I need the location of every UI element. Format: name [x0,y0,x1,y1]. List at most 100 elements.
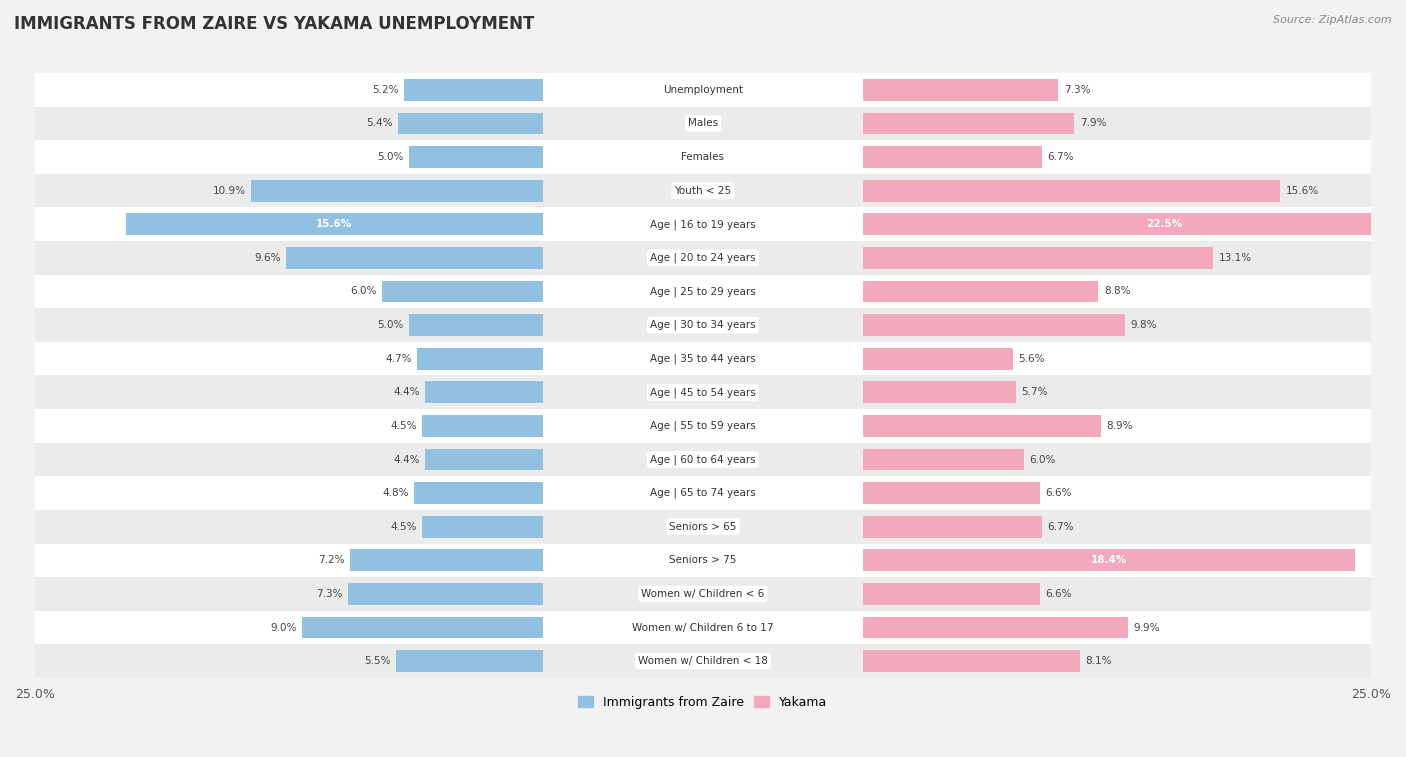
Bar [425,382,543,403]
Text: 9.0%: 9.0% [270,622,297,633]
Text: 22.5%: 22.5% [1146,220,1182,229]
Text: Age | 25 to 29 years: Age | 25 to 29 years [650,286,756,297]
Bar [35,342,1371,375]
Bar [35,308,1371,342]
Text: Source: ZipAtlas.com: Source: ZipAtlas.com [1274,15,1392,25]
Text: Age | 35 to 44 years: Age | 35 to 44 years [650,354,756,364]
Text: 6.7%: 6.7% [1047,152,1074,162]
Text: 4.8%: 4.8% [382,488,409,498]
Bar [863,79,1059,101]
Text: Females: Females [682,152,724,162]
Text: IMMIGRANTS FROM ZAIRE VS YAKAMA UNEMPLOYMENT: IMMIGRANTS FROM ZAIRE VS YAKAMA UNEMPLOY… [14,15,534,33]
Text: 15.6%: 15.6% [316,220,353,229]
Bar [302,617,543,638]
Bar [409,146,543,168]
Bar [863,583,1039,605]
Bar [863,516,1042,537]
Bar [125,213,543,235]
Text: 6.6%: 6.6% [1045,488,1071,498]
Bar [35,241,1371,275]
Bar [35,476,1371,510]
Text: 8.8%: 8.8% [1104,286,1130,297]
Text: Women w/ Children < 18: Women w/ Children < 18 [638,656,768,666]
Text: Seniors > 75: Seniors > 75 [669,556,737,565]
Bar [35,174,1371,207]
Text: 6.0%: 6.0% [1029,454,1056,465]
Bar [395,650,543,672]
Text: 6.0%: 6.0% [350,286,377,297]
Text: 4.4%: 4.4% [394,388,420,397]
Bar [863,550,1355,572]
Bar [863,113,1074,134]
Text: 13.1%: 13.1% [1219,253,1251,263]
Bar [863,179,1281,201]
Bar [863,482,1039,504]
Bar [422,516,543,537]
Bar [350,550,543,572]
Bar [35,107,1371,140]
Text: 9.6%: 9.6% [254,253,281,263]
Bar [863,382,1015,403]
Text: 4.5%: 4.5% [391,421,418,431]
Bar [35,644,1371,678]
Text: Males: Males [688,118,718,129]
Text: Women w/ Children < 6: Women w/ Children < 6 [641,589,765,599]
Bar [35,544,1371,577]
Bar [35,409,1371,443]
Bar [35,611,1371,644]
Bar [863,146,1042,168]
Text: 4.5%: 4.5% [391,522,418,531]
Bar [863,347,1012,369]
Text: Age | 55 to 59 years: Age | 55 to 59 years [650,421,756,431]
Text: 7.2%: 7.2% [318,556,344,565]
Bar [382,281,543,302]
Bar [863,281,1098,302]
Text: Seniors > 65: Seniors > 65 [669,522,737,531]
Text: 4.7%: 4.7% [385,354,412,363]
Text: 8.1%: 8.1% [1085,656,1112,666]
Bar [422,415,543,437]
Bar [35,275,1371,308]
Text: Age | 45 to 54 years: Age | 45 to 54 years [650,387,756,397]
Text: 10.9%: 10.9% [214,185,246,195]
Text: 8.9%: 8.9% [1107,421,1133,431]
Bar [404,79,543,101]
Bar [863,213,1406,235]
Text: Age | 30 to 34 years: Age | 30 to 34 years [650,320,756,330]
Bar [35,140,1371,174]
Text: Age | 20 to 24 years: Age | 20 to 24 years [650,253,756,263]
Text: 7.3%: 7.3% [1064,85,1090,95]
Text: 5.4%: 5.4% [367,118,394,129]
Text: 5.6%: 5.6% [1018,354,1045,363]
Text: 7.3%: 7.3% [316,589,342,599]
Bar [863,449,1024,470]
Bar [863,247,1213,269]
Bar [863,415,1101,437]
Bar [398,113,543,134]
Text: 5.5%: 5.5% [364,656,391,666]
Text: 9.8%: 9.8% [1130,320,1157,330]
Bar [425,449,543,470]
Text: 5.0%: 5.0% [377,152,404,162]
Bar [863,650,1080,672]
Text: Unemployment: Unemployment [664,85,742,95]
Text: 5.2%: 5.2% [371,85,398,95]
Text: Age | 16 to 19 years: Age | 16 to 19 years [650,219,756,229]
Bar [287,247,543,269]
Legend: Immigrants from Zaire, Yakama: Immigrants from Zaire, Yakama [574,690,832,714]
Bar [863,314,1125,336]
Bar [252,179,543,201]
Bar [35,577,1371,611]
Text: 4.4%: 4.4% [394,454,420,465]
Text: Age | 60 to 64 years: Age | 60 to 64 years [650,454,756,465]
Bar [863,617,1128,638]
Bar [409,314,543,336]
Bar [35,375,1371,409]
Bar [347,583,543,605]
Text: Women w/ Children 6 to 17: Women w/ Children 6 to 17 [633,622,773,633]
Text: 15.6%: 15.6% [1285,185,1319,195]
Text: 7.9%: 7.9% [1080,118,1107,129]
Bar [35,443,1371,476]
Text: 9.9%: 9.9% [1133,622,1160,633]
Text: 6.7%: 6.7% [1047,522,1074,531]
